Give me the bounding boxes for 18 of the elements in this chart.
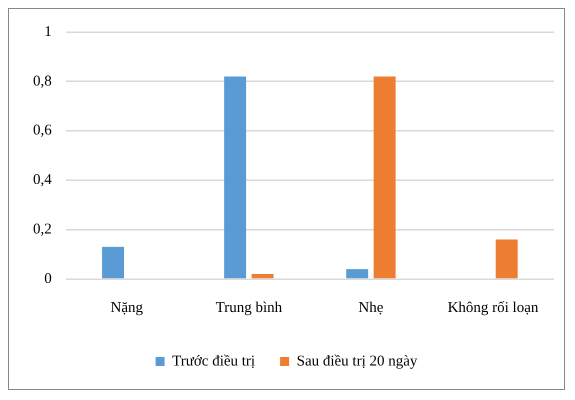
y-tick-label: 0,2 <box>33 222 52 238</box>
bar <box>224 76 246 278</box>
y-tick-label: 0,6 <box>33 122 52 139</box>
bar <box>374 76 396 278</box>
bar <box>346 269 368 278</box>
y-tick-label: 0,8 <box>33 73 52 90</box>
x-tick-label: Nặng <box>110 300 144 316</box>
x-tick-label: Nhẹ <box>358 300 384 316</box>
x-tick-label: Không rối loạn <box>448 300 539 316</box>
bar <box>496 239 518 278</box>
legend-label: Trước điều trị <box>172 353 256 370</box>
y-tick-label: 0 <box>44 270 52 287</box>
legend-label: Sau điều trị 20 ngày <box>296 353 418 370</box>
y-tick-label: 1 <box>44 24 52 40</box>
bar <box>252 274 274 278</box>
x-tick-label: Trung bình <box>216 300 283 316</box>
bar <box>102 246 124 278</box>
y-tick-label: 0,4 <box>33 172 52 188</box>
